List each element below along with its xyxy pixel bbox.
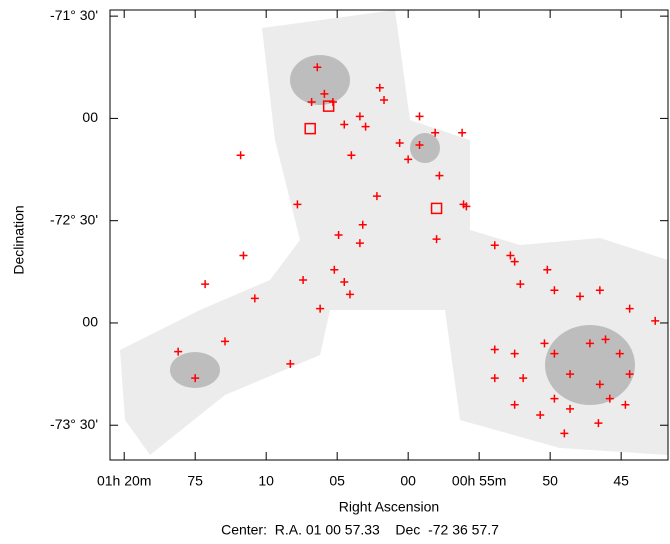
cross-marker: [595, 380, 604, 389]
y-axis-label: Declination: [11, 205, 27, 274]
cross-marker: [355, 112, 364, 121]
cross-marker: [490, 241, 499, 250]
cross-marker: [566, 370, 575, 379]
cross-marker: [415, 141, 424, 149]
y-tick-label: -72° 30': [50, 211, 98, 227]
cross-marker: [316, 304, 325, 313]
cross-marker: [334, 231, 343, 239]
cross-marker: [340, 120, 349, 129]
cross-marker: [625, 304, 634, 313]
y-tick-label: -71° 30': [50, 7, 98, 23]
cross-marker: [575, 292, 584, 301]
cross-marker: [358, 220, 367, 229]
cross-marker: [340, 278, 349, 287]
nebula: [410, 133, 440, 163]
cross-marker: [516, 280, 525, 289]
cross-marker: [221, 337, 230, 346]
cross-marker: [601, 335, 610, 344]
cross-marker: [191, 374, 200, 383]
cross-marker: [415, 112, 424, 121]
cross-marker: [174, 347, 183, 356]
square-marker: [322, 100, 335, 112]
cross-marker: [490, 374, 499, 383]
footer: Center: R.A. 01 00 57.33 Dec -72 36 57.7: [221, 522, 499, 538]
cross-marker: [361, 122, 370, 131]
cross-marker: [540, 339, 549, 348]
cross-marker: [543, 265, 552, 274]
cross-marker: [250, 294, 259, 303]
cross-marker: [293, 200, 302, 209]
cross-marker: [299, 276, 308, 284]
cross-marker: [313, 63, 322, 72]
cross-marker: [286, 359, 295, 368]
cross-marker: [395, 138, 404, 147]
x-tick-label: 50: [542, 473, 558, 489]
plot-frame: [109, 9, 669, 461]
cross-marker: [595, 286, 604, 295]
cross-marker: [506, 251, 515, 260]
cross-marker: [550, 349, 559, 358]
x-tick-label: 10: [258, 473, 274, 489]
square-marker: [430, 202, 443, 215]
x-tick-label: 05: [329, 473, 345, 489]
nebula: [290, 55, 350, 105]
cross-marker: [330, 265, 339, 274]
cross-marker: [566, 404, 575, 413]
cross-marker: [621, 400, 630, 409]
cross-marker: [550, 286, 559, 295]
nebula: [545, 325, 635, 405]
cross-marker: [594, 419, 603, 428]
cross-marker: [236, 151, 245, 160]
y-tick-label: 00: [82, 109, 98, 125]
cross-marker: [550, 394, 559, 403]
cross-marker: [239, 251, 248, 260]
y-tick-label: 00: [82, 314, 98, 330]
x-tick-label: 75: [187, 473, 203, 489]
cross-marker: [432, 235, 441, 244]
x-axis-label: Right Ascension: [339, 499, 439, 515]
cross-marker: [490, 345, 499, 354]
cross-marker: [320, 89, 329, 98]
survey-footprint: [120, 10, 668, 455]
cross-marker: [201, 280, 210, 289]
sky-clumps: [170, 55, 635, 405]
cross-marker: [375, 83, 384, 92]
cross-marker: [615, 349, 624, 358]
cross-marker: [345, 290, 354, 299]
cross-marker: [510, 349, 519, 358]
square-marker: [304, 122, 316, 135]
cross-marker: [605, 394, 614, 403]
cross-marker: [462, 202, 471, 211]
cross-marker: [355, 239, 364, 248]
cross-marker: [560, 429, 569, 438]
cross-marker: [519, 374, 528, 383]
cross-marker: [625, 370, 634, 379]
x-tick-label: 01h 20m: [97, 473, 151, 489]
cross-marker: [431, 128, 440, 137]
cross-marker: [435, 171, 444, 180]
cross-marker: [651, 316, 660, 325]
cross-marker: [536, 411, 545, 419]
x-tick-label: 00: [400, 473, 416, 489]
sky-image: [120, 10, 668, 455]
cross-marker: [510, 400, 519, 409]
y-tick-label: -73° 30': [50, 416, 98, 432]
x-tick-label: 45: [613, 473, 629, 489]
cross-marker: [380, 96, 389, 104]
cross-marker: [404, 155, 413, 164]
cross-marker: [585, 339, 594, 348]
cross-marker: [307, 98, 316, 107]
nebula: [170, 352, 220, 388]
cross-marker: [458, 128, 467, 137]
x-tick-label: 00h 55m: [452, 473, 506, 489]
cross-marker: [510, 257, 519, 266]
cross-marker: [372, 192, 381, 201]
cross-marker: [347, 151, 356, 160]
